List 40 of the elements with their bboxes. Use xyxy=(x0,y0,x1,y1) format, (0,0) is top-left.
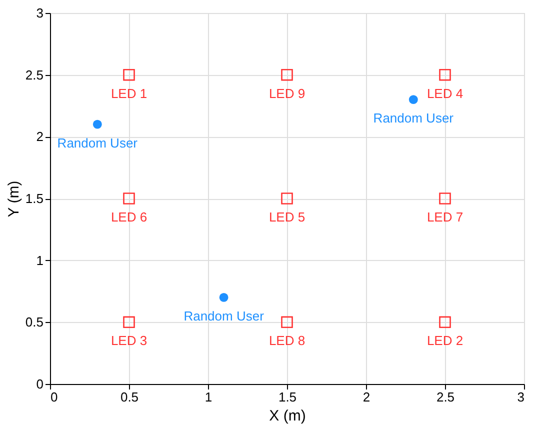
point xyxy=(281,316,293,328)
point xyxy=(439,316,451,328)
x-tick-label: 2.5 xyxy=(436,390,455,404)
y-tick-label: 3 xyxy=(36,6,44,20)
annotation: LED 2 xyxy=(426,333,464,348)
x-tick-label: 1.5 xyxy=(278,390,297,404)
y-axis-title: Y (m) xyxy=(5,180,22,218)
annotation: LED 1 xyxy=(110,86,148,101)
annotation: LED 6 xyxy=(110,210,148,224)
y-tick-label: 2 xyxy=(36,129,44,144)
y-tick-label: 2.5 xyxy=(25,67,44,82)
x-tick-label: 1 xyxy=(204,390,212,404)
point xyxy=(408,95,418,104)
y-tick-label: 1.5 xyxy=(25,191,44,206)
x-axis-title: X (m) xyxy=(269,408,306,424)
point xyxy=(123,192,135,204)
point xyxy=(219,292,228,302)
point xyxy=(439,68,451,81)
annotation: Random User xyxy=(373,110,454,126)
annotation: LED 4 xyxy=(426,86,464,101)
annotation: LED 8 xyxy=(268,333,306,348)
point xyxy=(123,68,135,81)
annotation: LED 7 xyxy=(426,210,464,224)
y-tick-label: 0 xyxy=(36,376,44,392)
point xyxy=(439,192,451,204)
point xyxy=(92,120,102,129)
x-tick-label: 3 xyxy=(517,390,524,404)
annotation: LED 3 xyxy=(110,333,148,348)
x-tick-label: 2 xyxy=(362,390,370,404)
annotation: Random User xyxy=(184,308,265,324)
annotation: LED 9 xyxy=(268,86,306,101)
point xyxy=(123,316,135,328)
annotation: LED 5 xyxy=(268,210,306,224)
x-tick-label: 0 xyxy=(50,390,58,404)
point xyxy=(281,68,293,81)
y-tick-label: 0.5 xyxy=(25,314,44,330)
x-tick-label: 0.5 xyxy=(120,390,139,404)
annotation: Random User xyxy=(57,135,138,150)
point xyxy=(281,192,293,204)
y-tick-label: 1 xyxy=(36,252,44,268)
